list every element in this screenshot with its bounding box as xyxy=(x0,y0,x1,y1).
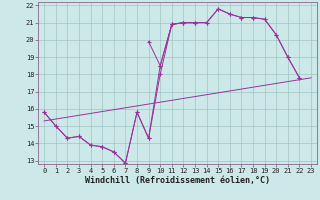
X-axis label: Windchill (Refroidissement éolien,°C): Windchill (Refroidissement éolien,°C) xyxy=(85,176,270,185)
